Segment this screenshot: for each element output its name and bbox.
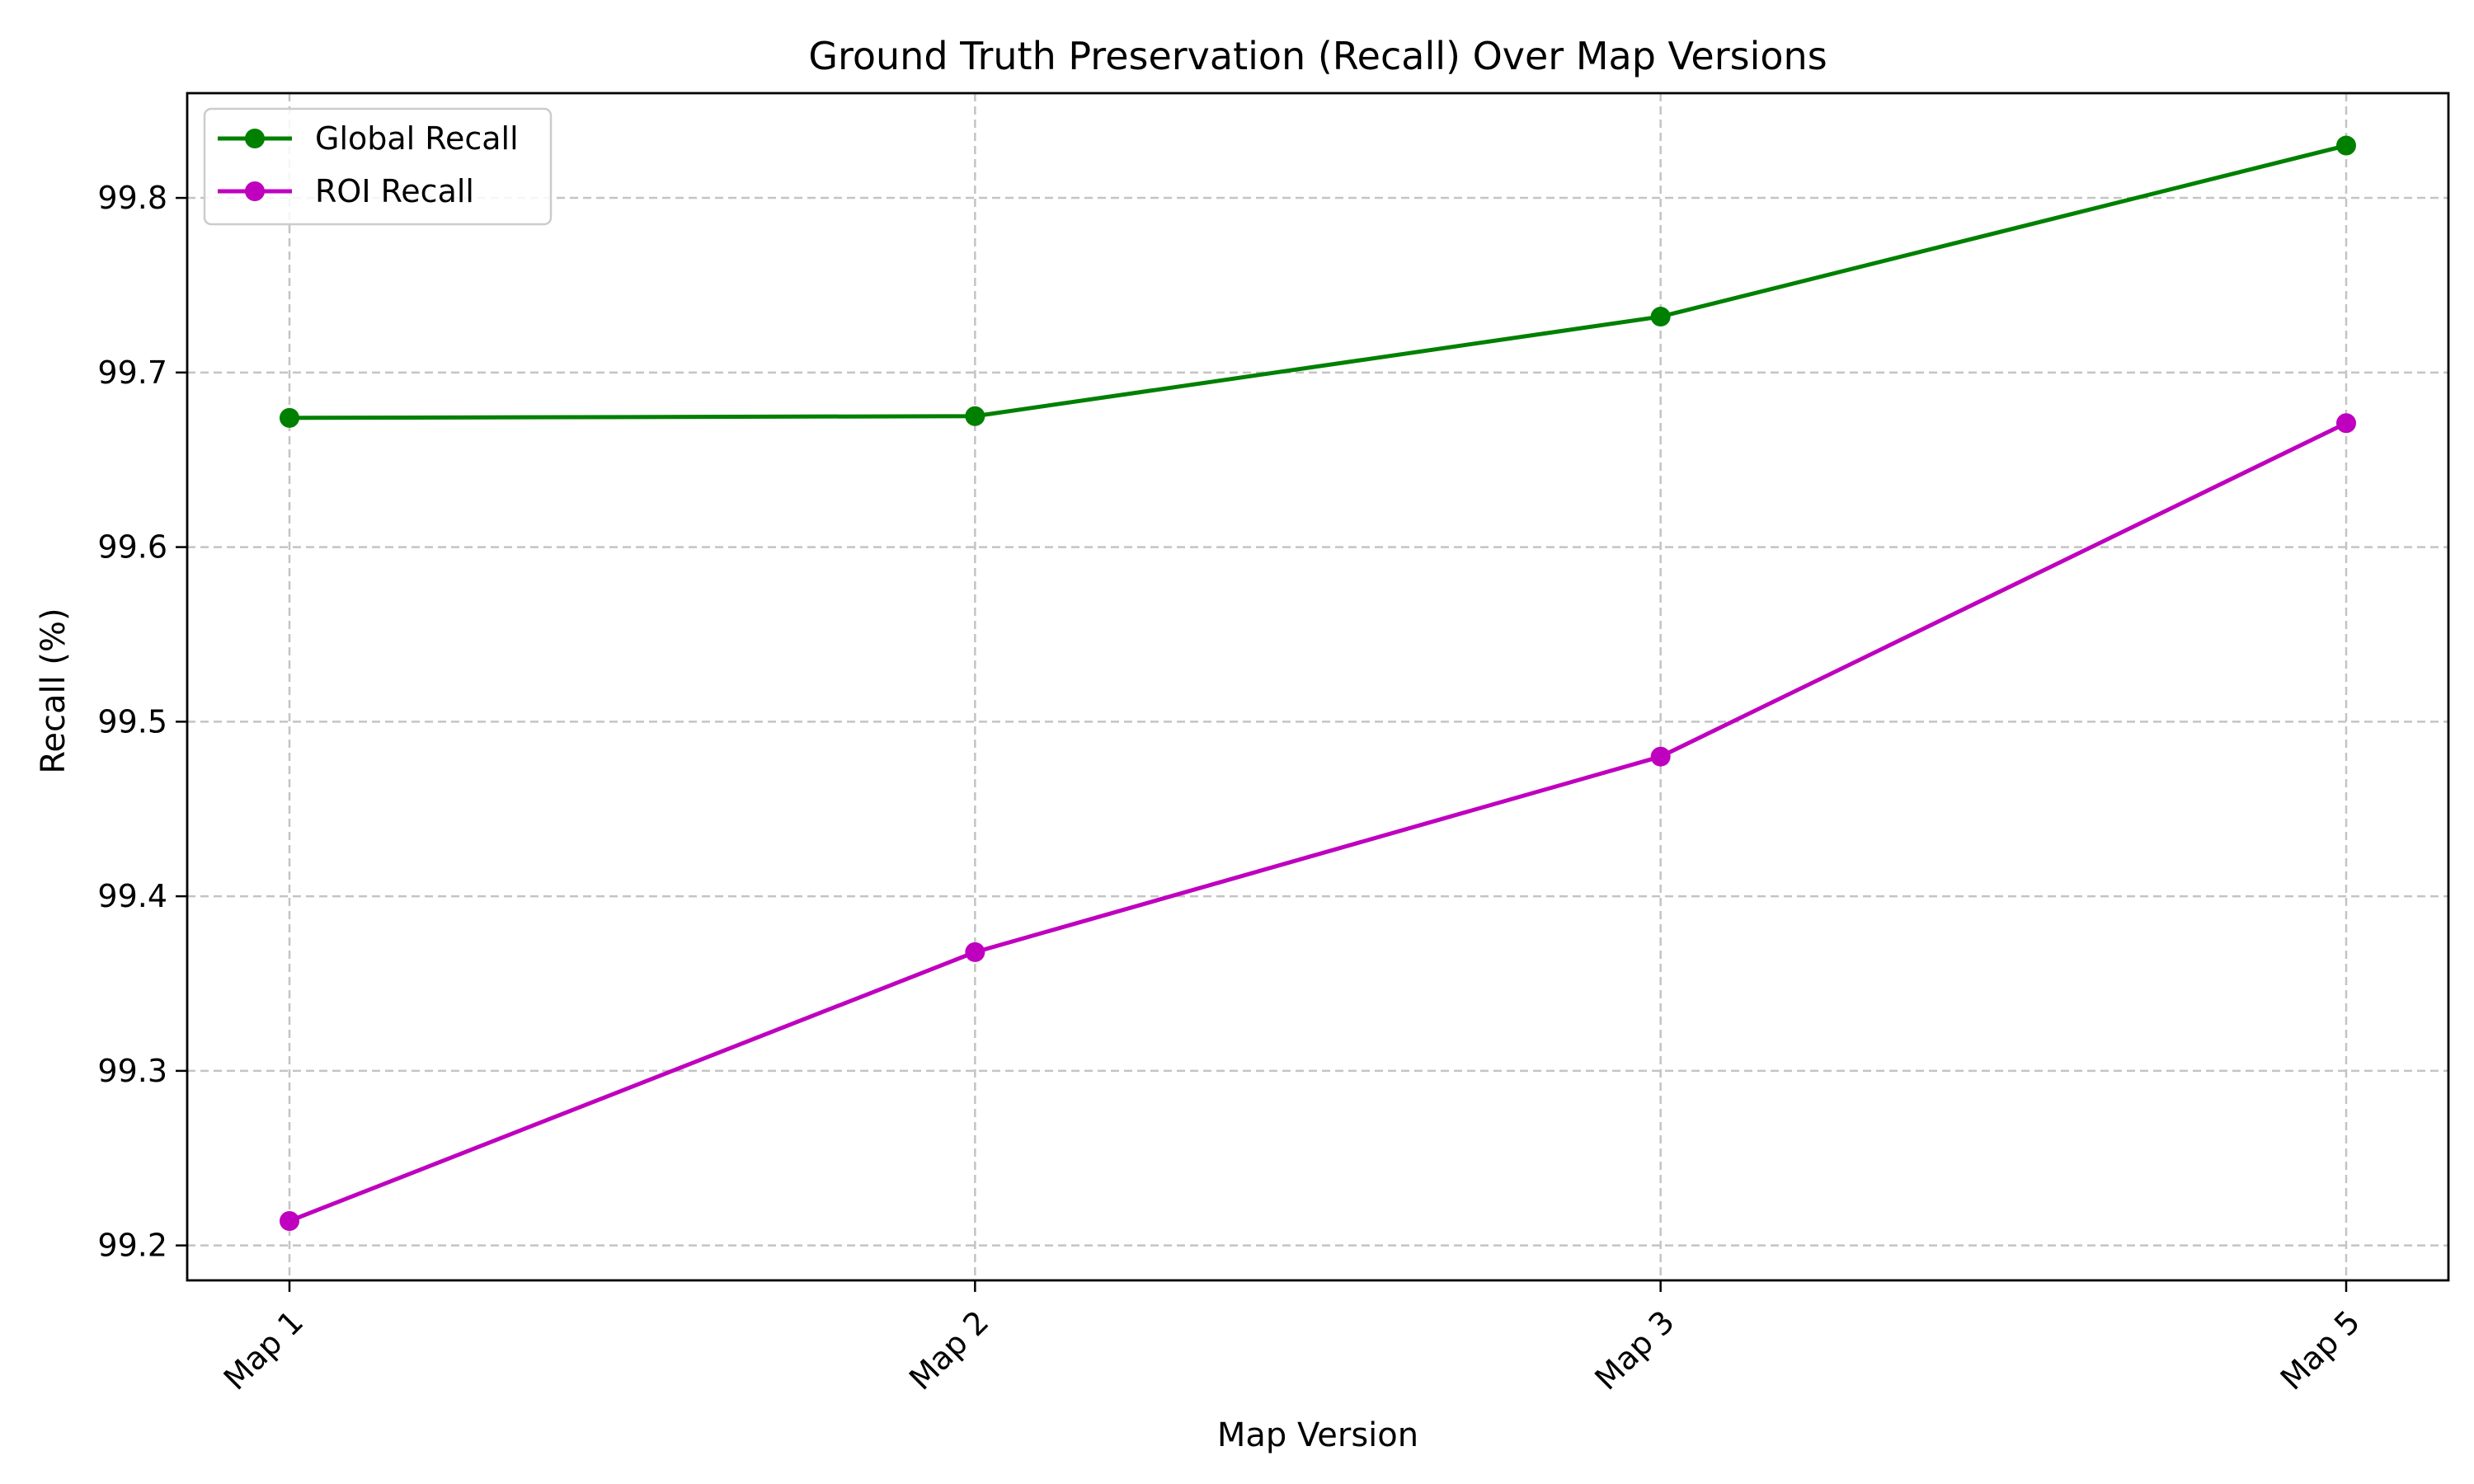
data-point-global-recall-map-3 xyxy=(1650,307,1671,327)
legend-global-recall-label: Global Recall xyxy=(315,120,519,157)
legend-global-recall-marker xyxy=(245,129,265,148)
y-axis-ticks: 99.2 99.3 99.4 99.5 99.6 99.7 99.8 xyxy=(97,180,187,1264)
series-line-roi-recall xyxy=(287,420,2349,1223)
y-tick-label-99-7: 99.7 xyxy=(97,355,167,391)
series-markers xyxy=(280,135,2356,1231)
data-point-global-recall-map-2 xyxy=(965,406,985,426)
data-point-roi-recall-map-3 xyxy=(1650,746,1671,767)
data-point-global-recall-map-1 xyxy=(280,407,299,428)
legend: Global Recall ROI Recall xyxy=(203,107,553,226)
y-tick-label-99-2: 99.2 xyxy=(97,1228,167,1264)
y-axis-label: Recall (%) xyxy=(35,608,73,773)
legend-roi-recall-label: ROI Recall xyxy=(315,173,474,209)
x-grid xyxy=(288,93,2348,1280)
y-tick-label-99-4: 99.4 xyxy=(97,878,167,914)
chart-title: Ground Truth Preservation (Recall) Over … xyxy=(808,34,1827,78)
y-grid xyxy=(187,196,2448,1247)
y-tick-label-99-3: 99.3 xyxy=(97,1053,167,1089)
y-tick-label-99-8: 99.8 xyxy=(97,180,167,216)
data-point-roi-recall-map-1 xyxy=(280,1211,299,1231)
series-line-global-recall xyxy=(287,143,2349,420)
series-lines xyxy=(287,143,2349,1223)
y-tick-label-99-6: 99.6 xyxy=(97,529,167,566)
data-point-global-recall-map-5 xyxy=(2336,135,2356,156)
data-point-roi-recall-map-5 xyxy=(2336,413,2356,434)
y-tick-label-99-5: 99.5 xyxy=(97,703,167,740)
data-point-roi-recall-map-2 xyxy=(965,942,985,962)
legend-roi-recall-marker xyxy=(245,181,265,201)
plot-frame xyxy=(186,92,2450,1282)
x-axis-label: Map Version xyxy=(1217,1416,1418,1454)
